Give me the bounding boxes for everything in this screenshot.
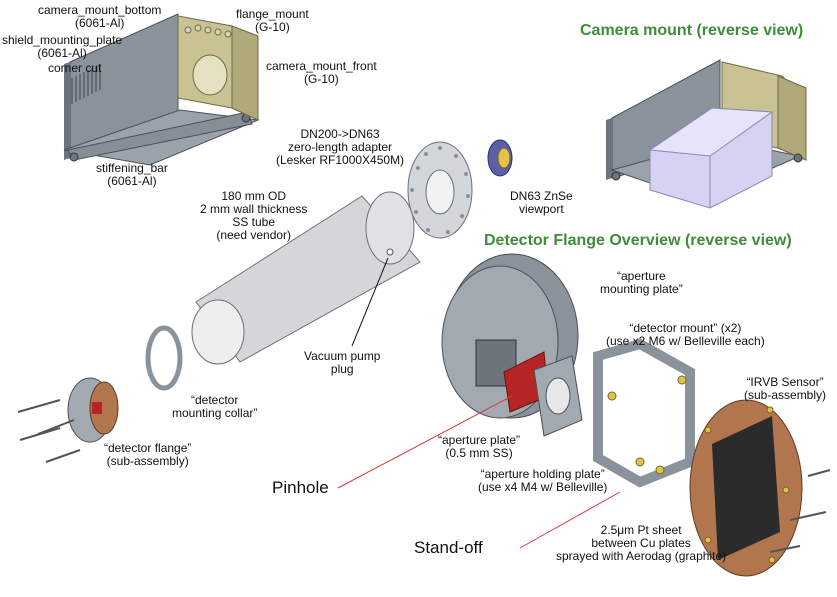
- flange-mount-bolts: [184, 24, 232, 38]
- pinhole-leader: [337, 395, 513, 489]
- label-flange-mount: flange_mount (G-10): [236, 7, 309, 34]
- label-stiffening-bar: stiffening_bar (6061-Al): [96, 161, 168, 188]
- ss-tube: [191, 191, 421, 365]
- camera-mount-heading: Camera mount (reverse view): [580, 22, 804, 39]
- aperture-holding-plate: [533, 355, 583, 437]
- irvb-sensor: [689, 399, 831, 577]
- label-viewport: DN63 ZnSe viewport: [510, 189, 573, 216]
- label-vacuum-pump-plug: Vacuum pump plug: [304, 349, 381, 376]
- detector-flange-heading: Detector Flange Overview (reverse view): [484, 232, 792, 249]
- label-detector-flange: “detector flange” (sub-assembly): [104, 441, 192, 468]
- detector-mount: [593, 338, 695, 488]
- label-pt-sheet: 2.5μm Pt sheet between Cu plates sprayed w…: [556, 523, 727, 563]
- pump-plug-leader: [351, 257, 389, 347]
- label-adapter: DN200->DN63 zero-length adapter (Lesker RF…: [276, 127, 405, 167]
- label-detector-mount: “detector mount” (x2) (use x2 M6 w/ Belle…: [606, 321, 765, 348]
- label-aperture-plate: “aperture plate” (0.5 mm SS): [438, 433, 521, 460]
- detector-flange-small: [17, 377, 119, 463]
- camera-mount-reverse-view: [606, 59, 807, 209]
- corner-cut-teeth: [71, 64, 101, 104]
- label-ss-tube: 180 mm OD 2 mm wall thickness SS tube (need…: [200, 189, 308, 242]
- label-shield-mounting-plate: shield_mounting_plate (6061-Al): [2, 33, 123, 60]
- camera-mount-assembly: [63, 13, 260, 166]
- label-irvb-sensor: “IRVB Sensor” (sub-assembly): [744, 375, 827, 402]
- znse-viewport: [487, 139, 513, 177]
- label-corner-cut: corner cut: [48, 61, 102, 75]
- label-camera-mount-bottom: camera_mount_bottom (6061-Al): [38, 3, 162, 30]
- label-detector-mounting-collar: “detector mounting collar”: [172, 393, 258, 420]
- detector-mounting-collar: [145, 325, 183, 391]
- zero-length-adapter: [407, 141, 473, 239]
- pt-sheet: [712, 416, 780, 560]
- pinhole-callout: Pinhole: [272, 478, 329, 497]
- standoff-callout: Stand-off: [414, 538, 483, 557]
- label-camera-mount-front: camera_mount_front (G-10): [266, 59, 377, 86]
- label-aperture-holding-plate: “aperture holding plate” (use x4 M4 w/ Be…: [478, 467, 608, 494]
- vacuum-pump-plug: [386, 248, 394, 256]
- standoff-leader: [519, 491, 621, 549]
- label-aperture-mounting-plate: “aperture mounting plate”: [600, 269, 683, 296]
